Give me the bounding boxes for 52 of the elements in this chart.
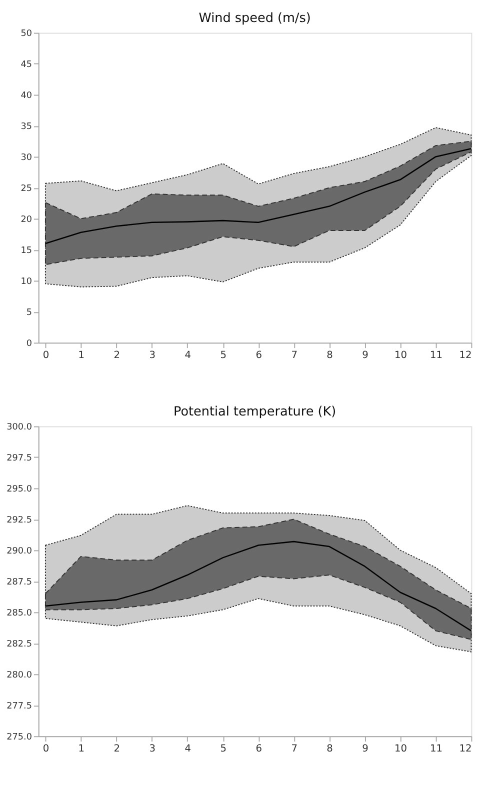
x-tick-label: 5: [220, 350, 226, 361]
y-tick-label: 25: [20, 184, 32, 194]
y-tick-label: 280.0: [6, 670, 32, 681]
x-tick-label: 12: [459, 350, 472, 361]
y-tick-label: 30: [20, 153, 32, 164]
y-tick-label: 20: [20, 215, 32, 226]
x-tick-label: 5: [220, 743, 226, 754]
x-tick-label: 9: [362, 350, 368, 361]
x-tick-label: 4: [184, 350, 192, 361]
chart-title: Potential temperature (K): [173, 404, 336, 420]
y-tick-label: 282.5: [6, 640, 32, 650]
y-tick-label: 0: [26, 339, 32, 350]
y-tick-label: 285.0: [6, 608, 32, 619]
y-tick-label: 297.5: [6, 454, 32, 464]
x-tick-label: 0: [42, 350, 50, 361]
x-tick-label: 2: [114, 743, 120, 754]
x-tick-label: 6: [256, 743, 262, 754]
x-tick-label: 6: [256, 350, 262, 361]
x-tick-label: 7: [291, 350, 298, 361]
y-tick-label: 295.0: [6, 484, 32, 495]
y-tick-label: 15: [20, 246, 32, 256]
y-tick-label: 290.0: [6, 546, 32, 557]
y-tick-label: 292.5: [6, 516, 32, 526]
x-tick-label: 8: [326, 350, 333, 361]
y-tick-label: 40: [20, 91, 32, 102]
y-tick-label: 10: [20, 277, 32, 288]
chart-title: Wind speed (m/s): [198, 10, 311, 26]
x-tick-label: 11: [430, 350, 442, 361]
line-series: [44, 148, 472, 244]
y-tick-label: 275.0: [6, 732, 32, 743]
y-tick-label: 5: [26, 308, 32, 318]
x-tick-label: 8: [326, 743, 333, 754]
x-tick-label: 1: [78, 350, 85, 361]
y-tick-label: 277.5: [6, 702, 32, 712]
x-tick-label: 12: [459, 743, 472, 754]
x-tick-label: 10: [394, 350, 408, 361]
x-tick-label: 0: [42, 743, 50, 754]
x-tick-label: 11: [430, 743, 442, 754]
y-tick-label: 287.5: [6, 578, 32, 588]
x-tick-label: 4: [184, 743, 192, 754]
line-series: [44, 540, 472, 632]
x-tick-label: 7: [291, 743, 298, 754]
x-tick-label: 1: [78, 743, 85, 754]
x-tick-label: 2: [114, 350, 120, 361]
y-tick-label: 45: [20, 60, 32, 70]
y-tick-label: 300.0: [6, 422, 32, 433]
x-tick-label: 3: [149, 743, 156, 754]
y-tick-label: 50: [20, 29, 32, 40]
y-tick-label: 35: [20, 122, 32, 132]
x-tick-label: 10: [394, 743, 408, 754]
x-tick-label: 3: [149, 350, 156, 361]
x-tick-label: 9: [362, 743, 368, 754]
